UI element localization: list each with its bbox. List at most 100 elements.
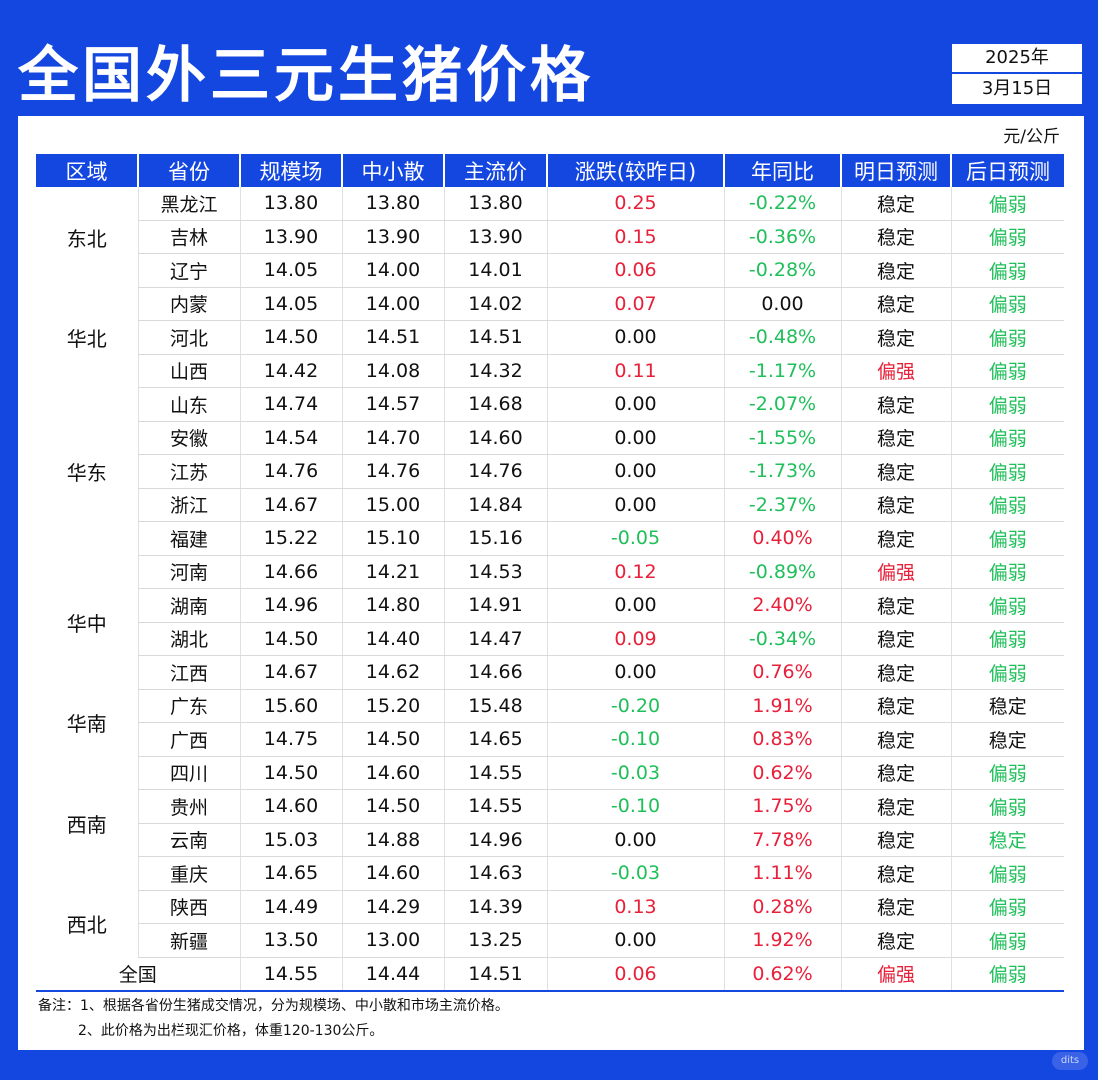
main-price: 14.65 xyxy=(443,722,547,757)
change-value: 0.00 xyxy=(546,655,724,690)
province-cell: 辽宁 xyxy=(137,253,240,288)
header-cell: 区域 xyxy=(36,154,138,187)
yoy-value: 7.78% xyxy=(723,823,841,857)
header-cell: 后日预测 xyxy=(950,154,1064,187)
small-farm-price: 14.88 xyxy=(341,823,444,857)
date-box: 2025年 3月15日 xyxy=(952,44,1082,104)
date-year: 2025年 xyxy=(952,44,1082,74)
small-farm-price: 13.90 xyxy=(341,220,444,254)
tomorrow-forecast: 稳定 xyxy=(840,923,951,958)
after-forecast: 偏弱 xyxy=(950,923,1064,958)
tomorrow-forecast: 偏强 xyxy=(840,354,951,388)
region-cell: 西南 xyxy=(66,812,107,837)
after-forecast: 偏弱 xyxy=(950,890,1064,924)
after-forecast: 偏弱 xyxy=(950,488,1064,522)
notes: 备注：1、根据各省份生猪成交情况，分为规模场、中小散和市场主流价格。 2、此价格… xyxy=(38,994,509,1044)
change-value: 0.00 xyxy=(546,421,724,455)
header-cell: 中小散 xyxy=(341,154,444,187)
change-value: 0.00 xyxy=(546,387,724,422)
main-price: 14.55 xyxy=(443,789,547,824)
small-farm-price: 14.50 xyxy=(341,789,444,824)
yoy-value: 0.40% xyxy=(723,521,841,556)
large-farm-price: 14.60 xyxy=(239,789,342,824)
main-price: 15.16 xyxy=(443,521,547,556)
main-price: 13.25 xyxy=(443,923,547,958)
table-header-row: 区域 省份 规模场 中小散 主流价 涨跌(较昨日) 年同比 明日预测 后日预测 xyxy=(36,154,1064,187)
large-farm-price: 13.80 xyxy=(239,187,342,221)
change-value: 0.06 xyxy=(546,253,724,288)
province-cell: 新疆 xyxy=(137,923,240,958)
large-farm-price: 13.90 xyxy=(239,220,342,254)
table-total-row: 全国 14.55 14.44 14.51 0.06 0.62% 偏强 偏弱 xyxy=(36,957,1064,992)
total-after-forecast: 偏弱 xyxy=(950,957,1064,992)
large-farm-price: 15.60 xyxy=(239,689,342,723)
total-small-farm-price: 14.44 xyxy=(341,957,444,992)
change-value: -0.10 xyxy=(546,722,724,757)
large-farm-price: 14.50 xyxy=(239,756,342,790)
small-farm-price: 14.00 xyxy=(341,287,444,321)
yoy-value: 1.92% xyxy=(723,923,841,958)
change-value: 0.00 xyxy=(546,923,724,958)
header-cell: 明日预测 xyxy=(840,154,951,187)
after-forecast: 偏弱 xyxy=(950,655,1064,690)
after-forecast: 偏弱 xyxy=(950,187,1064,221)
table-row: 浙江 14.67 15.00 14.84 0.00 -2.37% 稳定 偏弱 xyxy=(36,488,1064,522)
large-farm-price: 14.54 xyxy=(239,421,342,455)
table-row: 云南 15.03 14.88 14.96 0.00 7.78% 稳定 稳定 xyxy=(36,823,1064,857)
small-farm-price: 15.20 xyxy=(341,689,444,723)
main-price: 14.47 xyxy=(443,622,547,656)
large-farm-price: 14.50 xyxy=(239,622,342,656)
tomorrow-forecast: 稳定 xyxy=(840,187,951,221)
change-value: -0.20 xyxy=(546,689,724,723)
large-farm-price: 14.96 xyxy=(239,588,342,623)
after-forecast: 偏弱 xyxy=(950,421,1064,455)
table-row: 吉林 13.90 13.90 13.90 0.15 -0.36% 稳定 偏弱 xyxy=(36,220,1064,254)
change-value: -0.03 xyxy=(546,856,724,891)
yoy-value: 1.91% xyxy=(723,689,841,723)
after-forecast: 偏弱 xyxy=(950,387,1064,422)
small-farm-price: 14.76 xyxy=(341,454,444,489)
region-cell: 东北 xyxy=(66,226,107,251)
main-price: 14.76 xyxy=(443,454,547,489)
tomorrow-forecast: 偏强 xyxy=(840,555,951,589)
region-cell: 华中 xyxy=(66,611,107,636)
after-forecast: 稳定 xyxy=(950,823,1064,857)
yoy-value: -0.34% xyxy=(723,622,841,656)
province-cell: 江西 xyxy=(137,655,240,690)
header-cell: 省份 xyxy=(137,154,240,187)
main-price: 14.32 xyxy=(443,354,547,388)
small-farm-price: 14.80 xyxy=(341,588,444,623)
province-cell: 广东 xyxy=(137,689,240,723)
change-value: 0.15 xyxy=(546,220,724,254)
tomorrow-forecast: 稳定 xyxy=(840,789,951,824)
main-price: 14.66 xyxy=(443,655,547,690)
watermark-logo: dits xyxy=(1052,1052,1088,1070)
change-value: -0.05 xyxy=(546,521,724,556)
tomorrow-forecast: 稳定 xyxy=(840,655,951,690)
change-value: 0.12 xyxy=(546,555,724,589)
after-forecast: 偏弱 xyxy=(950,588,1064,623)
change-value: 0.13 xyxy=(546,890,724,924)
large-farm-price: 14.49 xyxy=(239,890,342,924)
large-farm-price: 15.03 xyxy=(239,823,342,857)
large-farm-price: 14.76 xyxy=(239,454,342,489)
small-farm-price: 14.08 xyxy=(341,354,444,388)
table-row: 华南 广东 15.60 15.20 15.48 -0.20 1.91% 稳定 稳定 xyxy=(36,689,1064,736)
yoy-value: -1.55% xyxy=(723,421,841,455)
main-price: 14.91 xyxy=(443,588,547,623)
main-price: 15.48 xyxy=(443,689,547,723)
total-yoy-value: 0.62% xyxy=(723,957,841,992)
table-row: 华中 河南 14.66 14.21 14.53 0.12 -0.89% 偏强 偏弱 xyxy=(36,555,1064,636)
yoy-value: 1.75% xyxy=(723,789,841,824)
tomorrow-forecast: 稳定 xyxy=(840,890,951,924)
large-farm-price: 14.05 xyxy=(239,253,342,288)
header-cell: 规模场 xyxy=(239,154,342,187)
unit-label: 元/公斤 xyxy=(1003,127,1060,147)
main-price: 14.96 xyxy=(443,823,547,857)
main-price: 14.84 xyxy=(443,488,547,522)
change-value: 0.00 xyxy=(546,454,724,489)
small-farm-price: 15.00 xyxy=(341,488,444,522)
main-price: 13.80 xyxy=(443,187,547,221)
table-row: 华东 山东 14.74 14.57 14.68 0.00 -2.07% 稳定 偏弱 xyxy=(36,387,1064,485)
tomorrow-forecast: 稳定 xyxy=(840,622,951,656)
